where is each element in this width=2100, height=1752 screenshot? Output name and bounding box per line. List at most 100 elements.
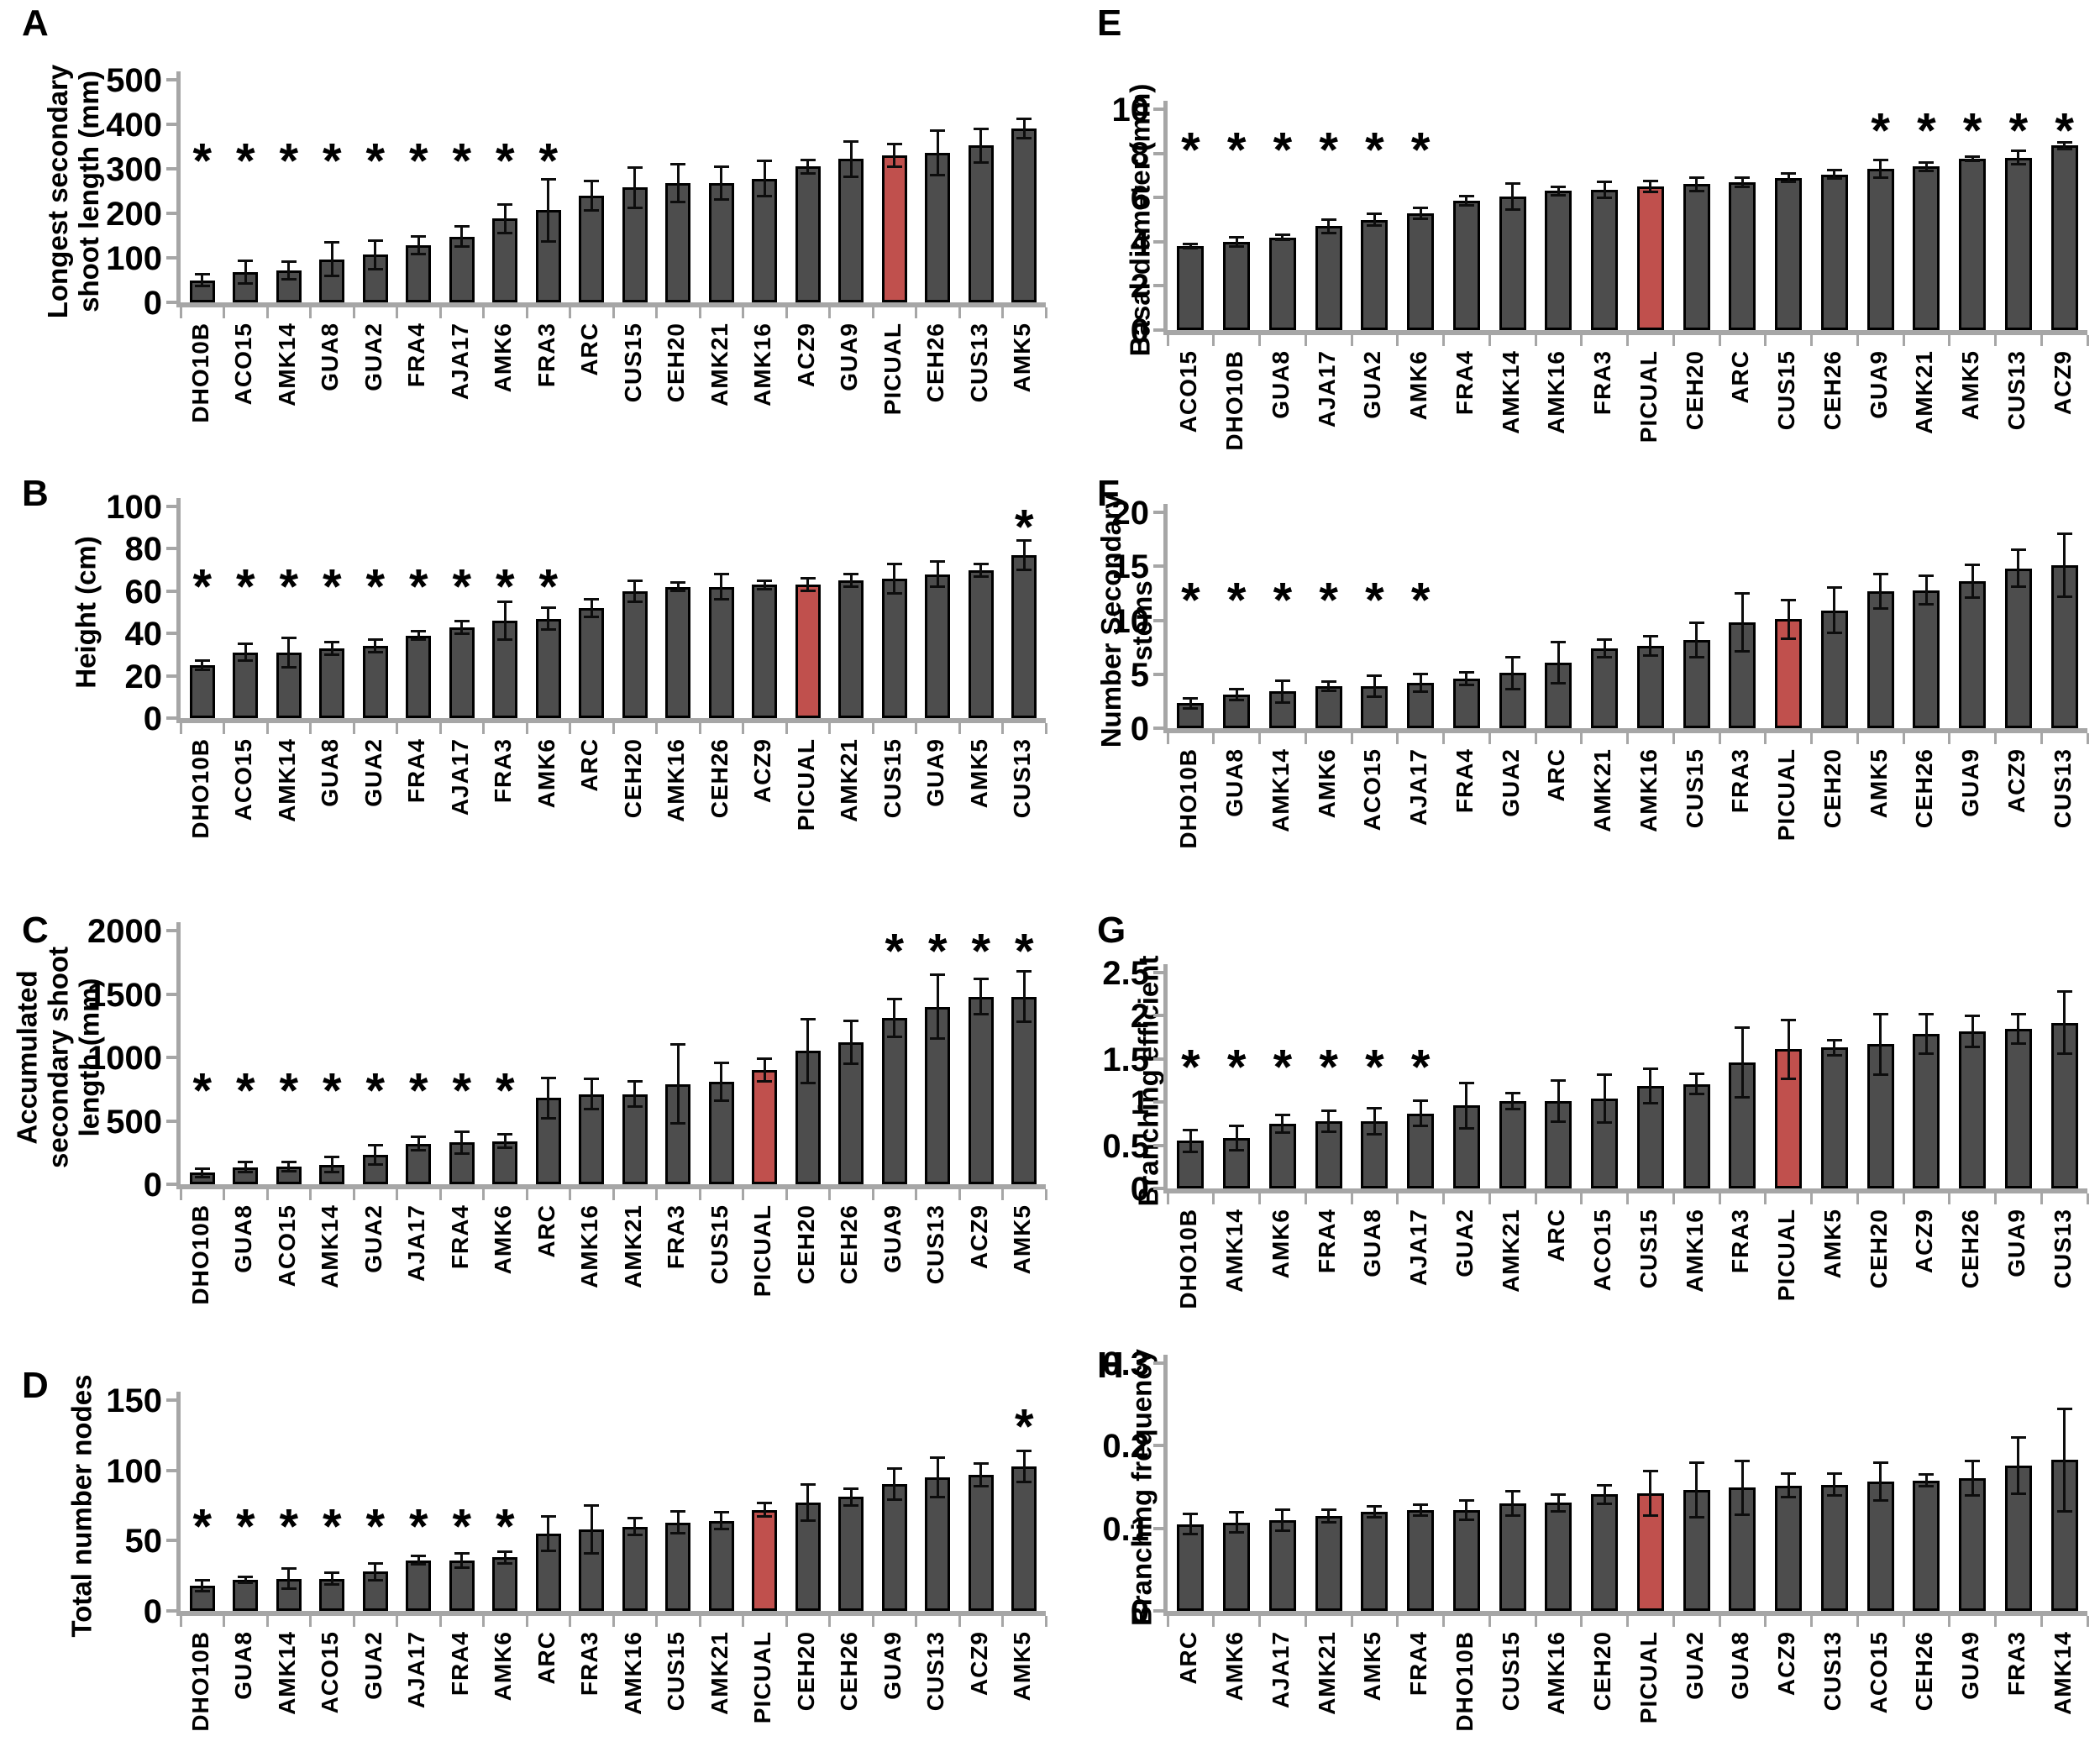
error-bar-line bbox=[1649, 636, 1652, 656]
x-tick bbox=[612, 307, 615, 318]
error-bar-cap-bottom bbox=[886, 165, 902, 168]
significance-asterisk: * bbox=[1181, 573, 1200, 628]
error-bar-line bbox=[460, 1131, 464, 1153]
bar-ACZ9 bbox=[968, 996, 994, 1184]
error-bar-cap-bottom bbox=[194, 668, 210, 671]
x-tick bbox=[1396, 1616, 1399, 1627]
error-bar-cap-top bbox=[367, 638, 383, 642]
error-bar-cap-top bbox=[1367, 1106, 1383, 1109]
x-tick bbox=[1902, 733, 1905, 744]
error-bar-cap-top bbox=[1504, 1092, 1520, 1095]
x-category-label: AMK16 bbox=[1543, 1631, 1570, 1715]
significance-asterisk: * bbox=[1319, 1040, 1338, 1095]
significance-asterisk: * bbox=[1365, 573, 1384, 628]
error-bar-cap-top bbox=[670, 162, 686, 165]
bar-CEH26 bbox=[838, 1497, 864, 1611]
error-bar-cap-top bbox=[1872, 572, 1888, 575]
bar-ACZ9 bbox=[795, 166, 821, 302]
bar-CUS15 bbox=[1775, 177, 1803, 330]
y-tick-label: 80 bbox=[124, 531, 163, 569]
x-tick bbox=[1304, 1193, 1307, 1204]
error-bar-line bbox=[244, 1162, 247, 1172]
significance-asterisk: * bbox=[1917, 103, 1936, 159]
y-axis-line bbox=[1163, 964, 1168, 1188]
error-bar-line bbox=[1924, 1014, 1928, 1054]
significance-asterisk: * bbox=[1410, 573, 1431, 628]
error-bar-line bbox=[590, 1505, 593, 1554]
error-bar-line bbox=[374, 639, 377, 653]
error-bar-cap-top bbox=[367, 1561, 383, 1565]
x-tick bbox=[1764, 1193, 1767, 1204]
error-bar-line bbox=[1189, 244, 1192, 249]
error-bar-cap-bottom bbox=[1872, 1498, 1888, 1502]
error-bar-cap-top bbox=[281, 1567, 297, 1571]
error-bar-cap-bottom bbox=[1642, 1101, 1658, 1104]
x-tick bbox=[396, 307, 398, 318]
x-category-label: CEH26 bbox=[1911, 1631, 1938, 1712]
error-bar-line bbox=[763, 1058, 766, 1082]
x-tick bbox=[1534, 1193, 1537, 1204]
error-bar-cap-bottom bbox=[973, 1013, 989, 1016]
error-bar-cap-top bbox=[1688, 176, 1704, 180]
error-bar-cap-bottom bbox=[2010, 163, 2026, 166]
x-tick bbox=[179, 307, 182, 318]
error-bar-line bbox=[1787, 600, 1790, 639]
y-axis-line bbox=[1163, 101, 1168, 330]
significance-asterisk: * bbox=[279, 1063, 299, 1119]
x-tick bbox=[785, 1616, 788, 1627]
x-tick bbox=[1764, 733, 1767, 744]
error-bar-cap-top bbox=[757, 159, 773, 162]
error-bar-cap-top bbox=[973, 128, 989, 131]
bar-AMK16 bbox=[622, 1526, 648, 1611]
bar-CEH20 bbox=[1683, 184, 1710, 330]
error-bar-line bbox=[1373, 1506, 1376, 1518]
x-tick bbox=[1902, 1616, 1905, 1627]
y-tick-label: 0 bbox=[143, 700, 162, 737]
error-bar-cap-bottom bbox=[1016, 137, 1032, 140]
error-bar-cap-top bbox=[757, 1057, 773, 1060]
x-category-label: AMK6 bbox=[1221, 1631, 1248, 1702]
error-bar-cap-bottom bbox=[1551, 1120, 1567, 1124]
bar-AMK5 bbox=[968, 569, 994, 718]
x-tick bbox=[569, 1189, 571, 1200]
error-bar-cap-bottom bbox=[1551, 681, 1567, 685]
error-bar-cap-bottom bbox=[1183, 1151, 1199, 1154]
error-bar-cap-bottom bbox=[367, 651, 383, 654]
x-tick bbox=[1626, 335, 1629, 346]
error-bar-line bbox=[763, 580, 766, 590]
bar-AMK16 bbox=[752, 178, 778, 302]
bar-CEH26 bbox=[708, 586, 734, 718]
x-tick bbox=[482, 1189, 485, 1200]
bar-CUS13 bbox=[1820, 1484, 1848, 1611]
error-bar-cap-bottom bbox=[1597, 1121, 1613, 1125]
x-tick bbox=[525, 723, 528, 734]
error-bar-line bbox=[1235, 689, 1238, 700]
significance-asterisk: * bbox=[192, 1498, 213, 1554]
x-tick bbox=[179, 1189, 182, 1200]
error-bar-line bbox=[1787, 1473, 1790, 1498]
significance-asterisk: * bbox=[365, 1498, 386, 1554]
x-tick bbox=[2086, 335, 2089, 346]
error-bar-cap-top bbox=[281, 260, 297, 263]
error-bar-line bbox=[979, 978, 983, 1015]
bar-ACO15 bbox=[233, 652, 259, 718]
bar-ACZ9 bbox=[1775, 1485, 1803, 1611]
x-tick bbox=[1810, 1616, 1813, 1627]
error-bar-line bbox=[2063, 533, 2066, 597]
error-bar-cap-top bbox=[1458, 195, 1474, 198]
error-bar-cap-top bbox=[1413, 1503, 1429, 1506]
x-category-label: AJA17 bbox=[1267, 1631, 1294, 1709]
x-axis-line bbox=[176, 1184, 1046, 1189]
error-bar-cap-top bbox=[973, 562, 989, 565]
error-bar-line bbox=[1465, 196, 1468, 206]
error-bar-cap-bottom bbox=[1229, 1149, 1245, 1152]
error-bar-line bbox=[590, 1078, 593, 1109]
error-bar-line bbox=[547, 1516, 550, 1551]
error-bar-line bbox=[1419, 1504, 1422, 1516]
error-bar-cap-bottom bbox=[1274, 1529, 1290, 1533]
bar-ARC bbox=[579, 607, 605, 718]
y-tick bbox=[166, 123, 177, 126]
significance-asterisk: * bbox=[192, 134, 213, 189]
x-tick bbox=[1001, 1616, 1004, 1627]
